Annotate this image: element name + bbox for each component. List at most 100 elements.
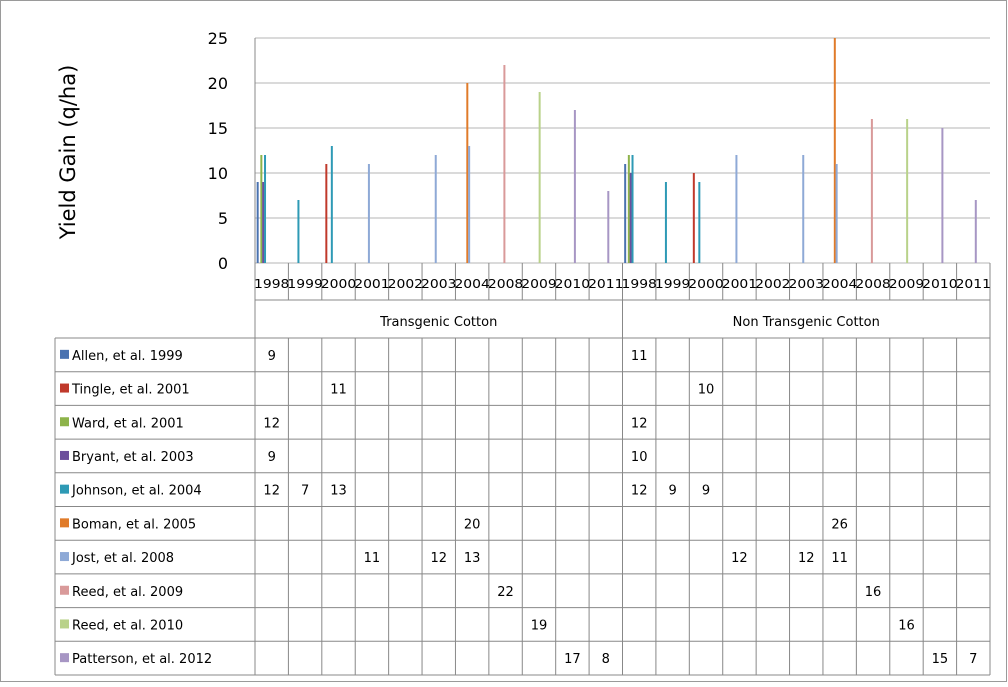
bar [627,155,630,263]
bar [802,155,805,263]
legend-label: Reed, et al. 2010 [72,618,183,633]
legend-label: Ward, et al. 2001 [72,416,184,431]
table-cell-value: 11 [364,551,381,566]
year-label: 2000 [688,276,723,291]
bar [692,173,695,263]
bar [607,191,610,263]
bars [256,38,977,263]
legend-label: Reed, et al. 2009 [72,585,183,600]
table-cell-value: 19 [531,618,548,633]
bar [264,155,267,263]
data-table [54,263,991,676]
bar [870,119,873,263]
table-cell-value: 7 [301,484,309,499]
group-label: Non Transgenic Cotton [733,315,880,330]
table-cell-value: 12 [731,551,748,566]
legend-label: Bryant, et al. 2003 [72,450,194,465]
bar [664,182,667,263]
legend-key [60,349,69,359]
table-cell-value: 9 [668,484,676,499]
table-cell-value: 11 [831,551,848,566]
bar [330,146,333,263]
year-label: 2010 [555,276,590,291]
table-cell-value: 12 [263,484,280,499]
y-tick-label: 10 [208,164,228,183]
table-cell-value: 10 [698,383,715,398]
legend-label: Tingle, et al. 2001 [71,383,190,398]
bar [468,146,471,263]
bar [262,182,265,263]
y-tick-label: 25 [208,29,228,48]
table-cell-value: 16 [898,618,915,633]
table-cell-value: 11 [330,383,347,398]
bar [367,164,370,263]
table-cell-value: 12 [263,416,280,431]
bar [835,164,838,263]
bar [256,182,259,263]
group-label: Transgenic Cotton [379,315,497,330]
bar [466,83,469,263]
table-cell-value: 10 [631,450,648,465]
year-label: 2003 [789,276,824,291]
bar [833,38,836,263]
table-cell-value: 7 [969,652,977,667]
table-cell-value: 12 [631,416,648,431]
legend-key [60,484,69,494]
legend-label: Johnson, et al. 2004 [71,484,202,499]
table-cell-value: 12 [798,551,815,566]
table-cell-value: 13 [330,484,347,499]
year-label: 1999 [655,276,690,291]
gridlines [254,37,990,264]
legend-key [60,450,69,460]
legend-key [60,383,69,393]
table-cell-value: 20 [464,517,481,532]
table-cell-value: 11 [631,349,648,364]
table-cell-value: 22 [497,585,514,600]
bar [631,155,634,263]
bar [325,164,328,263]
year-label: 1999 [287,276,322,291]
bar [941,128,944,263]
bar [629,173,632,263]
table-cell-value: 12 [631,484,648,499]
year-label: 2004 [454,276,489,291]
legend-key [60,518,69,528]
year-label: 2001 [354,276,389,291]
legend-key [60,585,69,595]
y-tick-label: 5 [218,209,228,228]
table-cell-value: 12 [430,551,447,566]
bar [434,155,437,263]
table-cell-value: 16 [865,585,882,600]
year-label: 2010 [922,276,957,291]
legend-label: Jost, et al. 2008 [71,551,174,566]
year-label: 2008 [855,276,890,291]
year-label: 2008 [488,276,523,291]
year-label: 2011 [588,276,623,291]
legend-label: Patterson, et al. 2012 [72,652,212,667]
table-cell-value: 15 [932,652,949,667]
bar [735,155,738,263]
year-label: 2003 [421,276,456,291]
year-label: 2004 [822,276,857,291]
legend-label: Boman, et al. 2005 [72,517,196,532]
y-axis-label: Yield Gain (q/ha) [56,65,80,241]
table-cell-value: 26 [831,517,848,532]
year-label: 2001 [722,276,757,291]
y-tick-label: 15 [208,119,228,138]
table-cell-value: 9 [268,349,276,364]
year-label: 1998 [254,276,289,291]
legend-key [60,653,69,663]
bar [624,164,627,263]
bar [573,110,576,263]
bar [698,182,701,263]
bar [297,200,300,263]
year-label: 2000 [321,276,356,291]
year-label: 2011 [956,276,991,291]
legend-label: Allen, et al. 1999 [72,349,183,364]
y-tick-label: 0 [218,254,228,273]
labels: 0510152025199819992000200120022003200420… [71,29,991,667]
table-cell-value: 8 [602,652,610,667]
bar [974,200,977,263]
